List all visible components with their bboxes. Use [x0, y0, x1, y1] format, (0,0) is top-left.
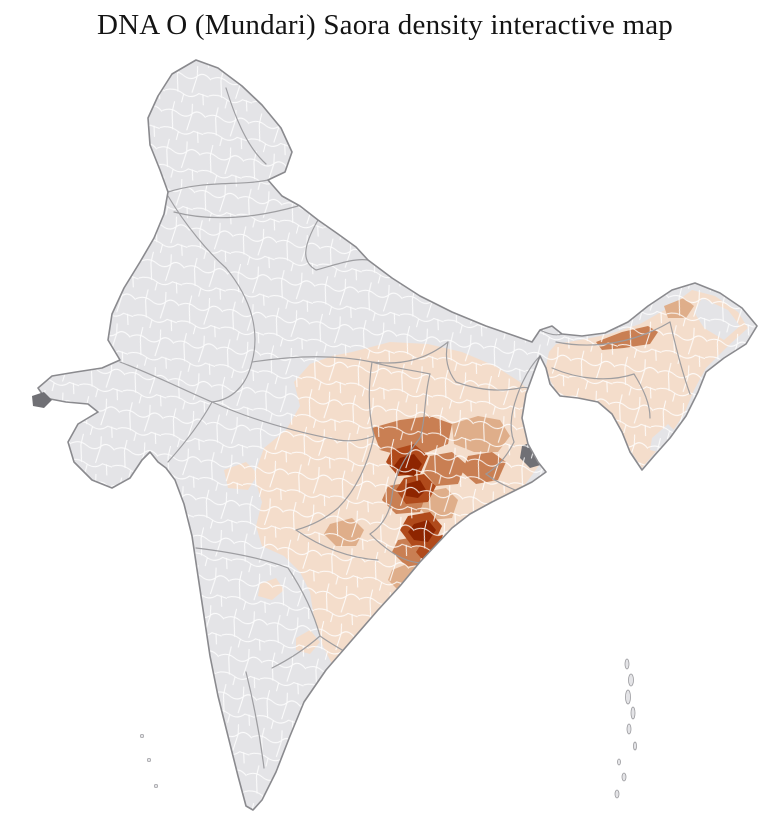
state-border-line [167, 401, 213, 463]
state-border-line [211, 361, 253, 403]
andaman-island[interactable] [628, 673, 634, 687]
page-title: DNA O (Mundari) Saora density interactiv… [97, 9, 673, 41]
state-border-line [551, 367, 635, 380]
state-border-line [173, 205, 299, 219]
lakshadweep-island[interactable] [139, 733, 145, 739]
state-border-line [445, 341, 457, 383]
nicobar-island[interactable] [614, 789, 620, 799]
state-border-line [195, 547, 289, 569]
state-border-line [287, 567, 321, 637]
district-grid-overlay [38, 60, 757, 810]
andaman-island[interactable] [626, 723, 632, 735]
state-border-line [633, 373, 651, 419]
andaman-island[interactable] [624, 658, 630, 670]
state-border-line [167, 179, 269, 193]
andaman-island[interactable] [633, 741, 637, 751]
state-border-line [369, 437, 421, 535]
state-border-line [371, 361, 431, 439]
andaman-island[interactable] [630, 706, 636, 720]
nicobar-island[interactable] [617, 758, 621, 766]
state-border-line [119, 361, 213, 403]
lakshadweep-islands[interactable] [139, 733, 159, 789]
india-outline [37, 59, 758, 811]
state-border-line [519, 355, 541, 389]
state-border-line [271, 635, 321, 669]
state-border-line [510, 387, 521, 443]
andaman-nicobar-islands[interactable] [614, 658, 637, 799]
lakshadweep-island[interactable] [146, 757, 152, 763]
state-border-line [245, 671, 265, 769]
state-border-line [295, 529, 379, 561]
state-border-line [305, 219, 369, 271]
state-border-line [295, 435, 375, 531]
lakshadweep-island[interactable] [153, 783, 159, 789]
state-border-line [484, 441, 521, 493]
nicobar-island[interactable] [621, 772, 627, 782]
state-border-line [167, 195, 227, 269]
state-border-line [225, 87, 267, 165]
state-border-line [225, 267, 256, 363]
state-border-line [669, 321, 691, 395]
state-border-line [368, 361, 375, 437]
state-border-line [555, 321, 671, 346]
state-border-line [539, 329, 563, 336]
andaman-island[interactable] [625, 689, 631, 705]
region-west-gray-patch[interactable] [32, 392, 52, 408]
state-border-line [211, 401, 375, 442]
